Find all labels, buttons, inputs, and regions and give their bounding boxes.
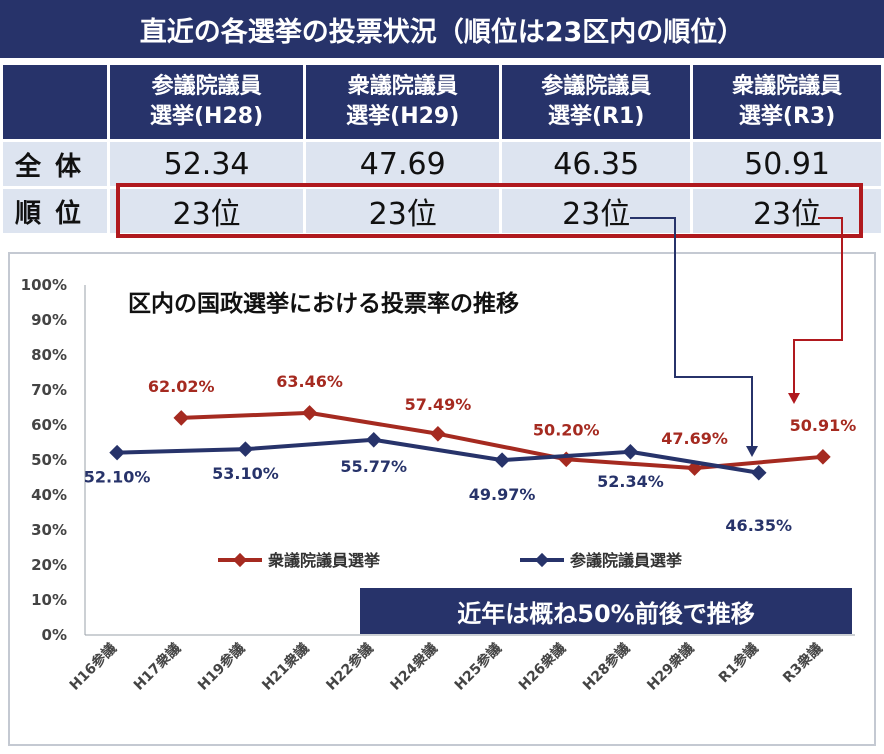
data-point bbox=[173, 410, 190, 426]
x-tick-label: H22参議 bbox=[323, 640, 377, 694]
data-label: 50.91% bbox=[790, 416, 857, 435]
data-point bbox=[622, 444, 639, 460]
data-label: 52.34% bbox=[597, 472, 664, 491]
x-tick-label: H24衆議 bbox=[387, 640, 441, 694]
y-tick-label: 50% bbox=[31, 451, 67, 469]
y-tick-label: 80% bbox=[31, 346, 67, 364]
x-tick-label: H26衆議 bbox=[515, 640, 569, 694]
y-tick-label: 70% bbox=[31, 381, 67, 399]
legend-label: 衆議院議員選挙 bbox=[268, 551, 380, 570]
table-row: 全体 52.34 47.69 46.35 50.91 bbox=[3, 142, 881, 186]
y-tick-label: 60% bbox=[31, 416, 67, 434]
data-label: 52.10% bbox=[84, 468, 151, 487]
table-row: 順位 23位 23位 23位 23位 bbox=[3, 189, 881, 233]
column-header-line2: 選挙(H29) bbox=[346, 104, 460, 129]
x-tick-label: H16参議 bbox=[66, 640, 120, 694]
connector-arrow bbox=[793, 217, 843, 395]
x-tick-label: R3衆議 bbox=[779, 640, 825, 686]
data-point bbox=[430, 426, 446, 442]
rank-highlight-box bbox=[116, 183, 863, 238]
table-cell: 50.91 bbox=[693, 142, 881, 186]
column-header: 衆議院議員選挙(R3) bbox=[693, 65, 881, 139]
data-label: 62.02% bbox=[148, 377, 215, 396]
column-header-line1: 参議院議員 bbox=[151, 74, 262, 99]
data-point bbox=[750, 464, 767, 481]
y-tick-label: 40% bbox=[31, 486, 67, 504]
column-header-line1: 衆議院議員 bbox=[347, 74, 458, 99]
legend-swatch-marker bbox=[534, 552, 550, 568]
data-label: 47.69% bbox=[661, 429, 728, 448]
data-label: 55.77% bbox=[340, 457, 407, 476]
data-point bbox=[815, 449, 831, 465]
data-label: 49.97% bbox=[469, 485, 536, 504]
data-point bbox=[365, 432, 382, 448]
x-tick-label: H29衆議 bbox=[644, 640, 698, 694]
table-corner-cell bbox=[3, 65, 107, 139]
y-tick-label: 0% bbox=[42, 626, 67, 644]
y-tick-label: 10% bbox=[31, 591, 67, 609]
data-label: 46.35% bbox=[725, 516, 792, 535]
x-tick-label: H28参議 bbox=[579, 640, 633, 694]
y-tick-label: 20% bbox=[31, 556, 67, 574]
data-point bbox=[237, 441, 254, 457]
x-tick-label: R1参議 bbox=[715, 640, 761, 686]
column-header: 参議院議員選挙(R1) bbox=[502, 65, 691, 139]
column-header: 参議院議員選挙(H28) bbox=[110, 65, 304, 139]
table-cell: 52.34 bbox=[110, 142, 304, 186]
column-header-line1: 参議院議員 bbox=[541, 74, 652, 99]
chart-title: 区内の国政選挙における投票率の推移 bbox=[128, 291, 519, 317]
data-point bbox=[109, 444, 125, 461]
x-tick-label: H19参議 bbox=[194, 640, 248, 694]
chart-panel bbox=[8, 252, 876, 746]
column-header-line1: 衆議院議員 bbox=[732, 74, 843, 99]
series-line bbox=[117, 437, 760, 475]
y-tick-label: 100% bbox=[21, 276, 67, 294]
column-header-line2: 選挙(R1) bbox=[548, 104, 645, 129]
table-header-row: 参議院議員選挙(H28) 衆議院議員選挙(H29) 参議院議員選挙(R1) 衆議… bbox=[3, 65, 881, 139]
table-cell: 47.69 bbox=[306, 142, 500, 186]
x-tick-label: H21衆議 bbox=[259, 640, 313, 694]
legend-label: 参議院議員選挙 bbox=[570, 551, 682, 570]
connector-arrowhead bbox=[788, 393, 800, 404]
data-label: 63.46% bbox=[276, 372, 343, 391]
data-label: 53.10% bbox=[212, 464, 279, 483]
connector-arrowhead bbox=[746, 446, 758, 457]
row-label: 順位 bbox=[3, 189, 107, 233]
summary-note: 近年は概ね50%前後で推移 bbox=[360, 588, 852, 634]
column-header-line2: 選挙(R3) bbox=[738, 104, 836, 129]
table-cell: 23位 bbox=[306, 189, 500, 233]
data-label: 50.20% bbox=[533, 420, 600, 439]
table-cell: 23位 bbox=[693, 189, 881, 233]
column-header: 衆議院議員選挙(H29) bbox=[306, 65, 500, 139]
data-label: 57.49% bbox=[405, 395, 472, 414]
table-cell: 23位 bbox=[110, 189, 304, 233]
legend-swatch-marker bbox=[232, 552, 248, 568]
x-tick-label: H25参議 bbox=[451, 640, 505, 694]
y-tick-label: 90% bbox=[31, 311, 67, 329]
connector-arrow bbox=[630, 217, 753, 448]
summary-table: 参議院議員選挙(H28) 衆議院議員選挙(H29) 参議院議員選挙(R1) 衆議… bbox=[0, 62, 884, 236]
row-label: 全体 bbox=[3, 142, 107, 186]
data-point bbox=[494, 452, 510, 468]
x-tick-label: H17衆議 bbox=[130, 640, 184, 694]
data-point bbox=[301, 405, 318, 421]
table-cell: 46.35 bbox=[502, 142, 691, 186]
table-cell: 23位 bbox=[502, 189, 691, 233]
y-tick-label: 30% bbox=[31, 521, 67, 539]
column-header-line2: 選挙(H28) bbox=[150, 104, 264, 129]
page-title: 直近の各選挙の投票状況（順位は23区内の順位） bbox=[0, 0, 884, 58]
